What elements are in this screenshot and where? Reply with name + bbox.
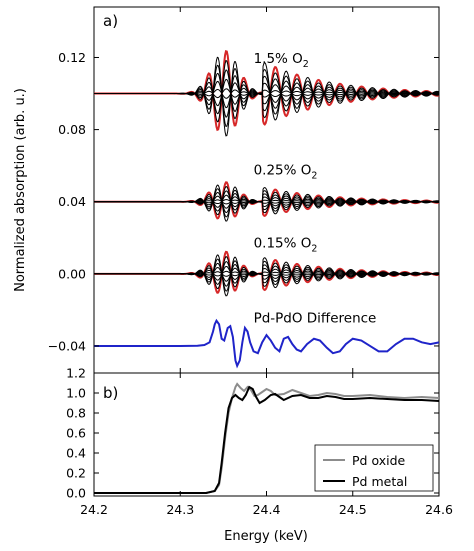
annotation-2: 0.15% O2 bbox=[254, 236, 318, 255]
panel-b-y-tick-label: 0.8 bbox=[66, 406, 86, 421]
panel-a-y-tick-label: −0.04 bbox=[48, 338, 86, 353]
panel-b-y-tick-label: 0.0 bbox=[66, 486, 86, 501]
x-tick-label: 24.3 bbox=[166, 502, 194, 517]
spectrum-curve-group-0-9 bbox=[94, 56, 440, 137]
x-tick-label: 24.5 bbox=[339, 502, 367, 517]
legend-label-pd-metal: Pd metal bbox=[352, 474, 407, 489]
pd-pdo-difference-line bbox=[94, 318, 440, 369]
panel-a-y-tick-label: 0.00 bbox=[58, 266, 86, 281]
annotation-0: 1.5% O2 bbox=[254, 51, 309, 70]
series-line-pd-metal bbox=[94, 385, 440, 494]
panel-a-y-tick-label: 0.12 bbox=[58, 50, 86, 65]
legend-frame bbox=[314, 444, 434, 492]
spectrum-curve-group-1-9 bbox=[94, 184, 440, 222]
annotation-1: 0.25% O2 bbox=[254, 163, 318, 182]
x-axis-label: Energy (keV) bbox=[224, 529, 308, 544]
panel-b-y-tick-label: 0.2 bbox=[66, 466, 86, 481]
panel-b-y-tick-label: 0.6 bbox=[66, 426, 86, 441]
panel-a: −0.04 0.00 0.04 0.08 0.12 a) 1.5% O2 0.25% O2… bbox=[13, 6, 440, 374]
legend: Pd oxide Pd metal bbox=[314, 444, 434, 492]
panel-b-letter: b) bbox=[103, 384, 118, 402]
panel-b-y-ticks: 0.0 0.2 0.4 0.6 0.8 1.0 1.2 bbox=[66, 366, 439, 501]
x-tick-label: 24.2 bbox=[80, 502, 108, 517]
panel-b-y-tick-label: 1.0 bbox=[66, 386, 86, 401]
panel-b-y-tick-label: 1.2 bbox=[66, 366, 86, 381]
annotation-3: Pd-PdO Difference bbox=[254, 311, 377, 327]
panel-a-y-tick-label: 0.04 bbox=[58, 194, 86, 209]
spectrum-curve-group-2-9 bbox=[94, 254, 440, 297]
legend-label-pd-oxide: Pd oxide bbox=[352, 453, 406, 468]
panel-a-curves bbox=[94, 50, 440, 369]
x-tick-label: 24.4 bbox=[253, 502, 281, 517]
panel-b-curves bbox=[94, 382, 440, 494]
panel-b-y-tick-label: 0.4 bbox=[66, 446, 86, 461]
panel-a-y-ticks: −0.04 0.00 0.04 0.08 0.12 bbox=[48, 50, 439, 353]
panel-a-annotations: 1.5% O2 0.25% O2 0.15% O2 Pd-PdO Difference bbox=[254, 51, 377, 327]
panel-a-y-tick-label: 0.08 bbox=[58, 122, 86, 137]
panel-a-x-ticks bbox=[93, 7, 440, 373]
x-tick-label: 24.6 bbox=[425, 502, 453, 517]
y-axis-label: Normalized absorption (arb. u.) bbox=[13, 88, 28, 292]
panel-a-letter: a) bbox=[103, 12, 118, 30]
panel-b: 0.00.20.40.60.81.01.2 24.2 24.3 24.4 24.5 24… bbox=[66, 366, 453, 518]
panel-b-x-ticks: 24.2 24.3 24.4 24.5 24.6 bbox=[80, 373, 453, 517]
